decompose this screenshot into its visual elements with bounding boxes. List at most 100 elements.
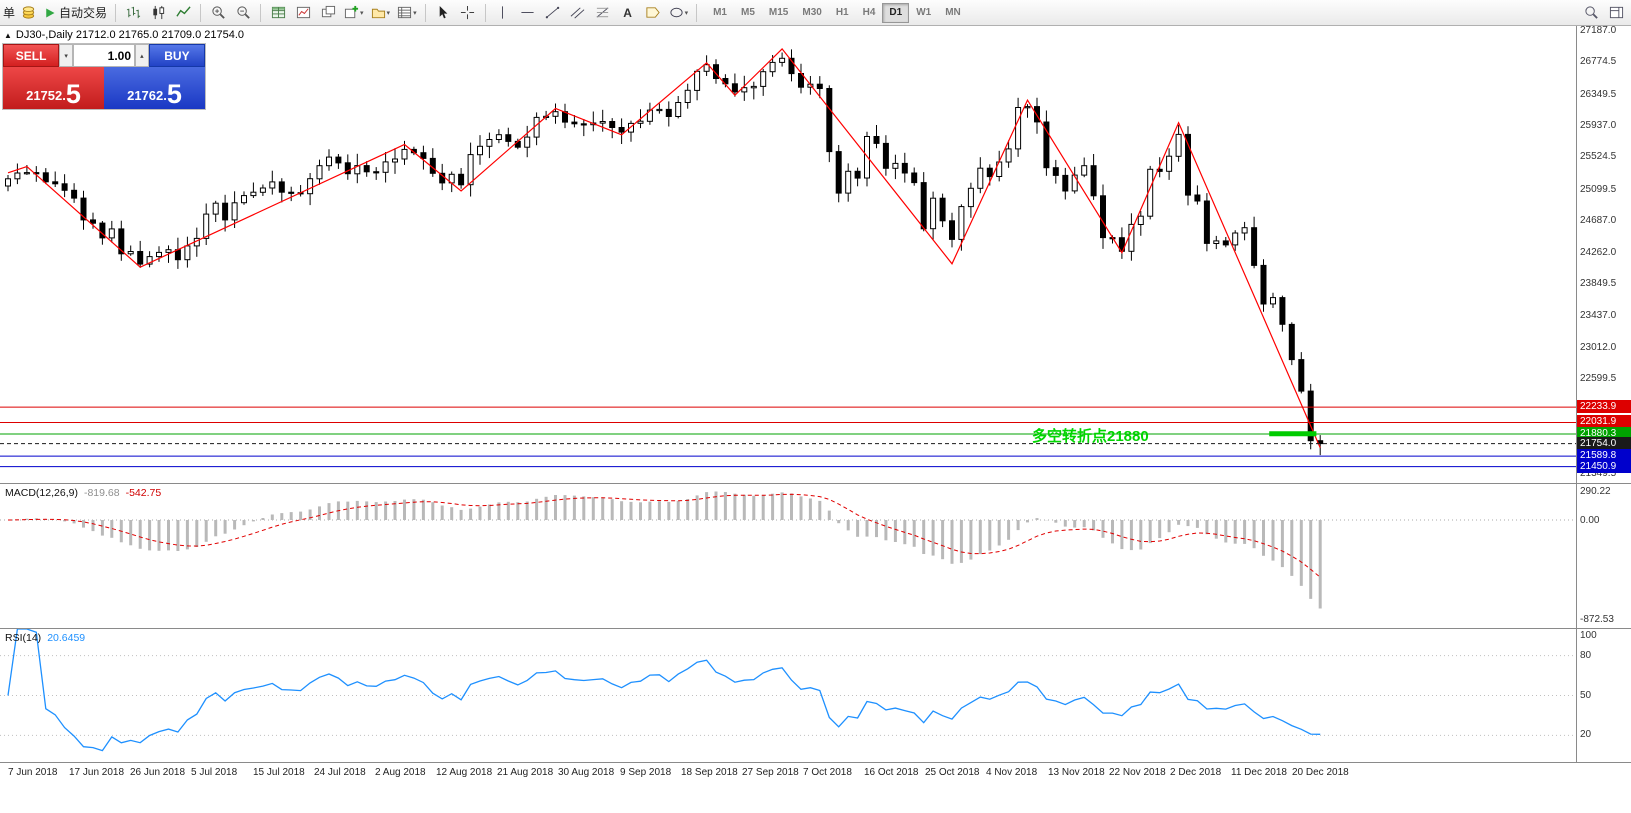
- text-tool-icon: A: [623, 5, 632, 20]
- sell-price-pips: 5: [65, 79, 81, 109]
- market-watch-button[interactable]: [266, 2, 290, 24]
- new-order-label-cropped[interactable]: 单: [3, 6, 16, 20]
- autotrading-button[interactable]: 自动交易: [41, 2, 110, 24]
- candlestick-chart[interactable]: [0, 26, 1576, 483]
- folder-icon: [371, 8, 385, 19]
- date-tick-label: 15 Jul 2018: [253, 767, 305, 778]
- macd-axis[interactable]: 290.22 0.00 -872.53: [1576, 483, 1631, 628]
- order-entry-row: SELL ▾ ▴ BUY: [3, 44, 205, 67]
- date-tick-label: 7 Oct 2018: [803, 767, 852, 778]
- cursor-tool-button[interactable]: [431, 2, 455, 24]
- ellipse-shape-icon: [669, 7, 683, 18]
- fibonacci-icon: [596, 7, 609, 18]
- macd-chart[interactable]: [0, 484, 1576, 628]
- sell-price-display[interactable]: 21752. 5: [3, 67, 104, 109]
- text-tool-button[interactable]: A: [616, 2, 640, 24]
- crosshair-tool-button[interactable]: [456, 2, 480, 24]
- text-label-tool-button[interactable]: [641, 2, 665, 24]
- macd-tick-label: 290.22: [1580, 486, 1611, 497]
- vertical-line-tool-button[interactable]: [491, 2, 515, 24]
- trendline-tool-button[interactable]: [541, 2, 565, 24]
- date-tick-label: 13 Nov 2018: [1048, 767, 1105, 778]
- bar-chart-icon: [126, 6, 140, 19]
- macd-signal-value: -542.75: [125, 487, 162, 499]
- price-tick-label: 23437.0: [1580, 310, 1617, 321]
- timeframe-button-mn[interactable]: MN: [938, 3, 968, 23]
- candlestick-mode-button[interactable]: [146, 2, 170, 24]
- level-price-label: 21880.3: [1577, 427, 1631, 440]
- rsi-tick-label: 20: [1580, 729, 1592, 740]
- collapse-quote-panel-icon[interactable]: ▲: [4, 30, 12, 40]
- zoom-in-icon: [211, 6, 225, 19]
- sell-button[interactable]: SELL: [3, 44, 60, 67]
- level-price-label: 21450.9: [1577, 460, 1631, 473]
- price-axis[interactable]: 27187.0 26774.5 26349.5 25937.0 25524.5 25099…: [1576, 26, 1631, 483]
- date-tick-label: 2 Aug 2018: [375, 767, 426, 778]
- buy-price-main: 21762.: [127, 88, 167, 103]
- rsi-indicator-pane[interactable]: RSI(14) 20.6459: [0, 628, 1576, 762]
- autotrading-label: 自动交易: [59, 6, 108, 20]
- timeframe-button-m1[interactable]: M1: [706, 3, 734, 23]
- rsi-value: 20.6459: [47, 632, 86, 644]
- time-axis[interactable]: 7 Jun 2018 17 Jun 2018 26 Jun 2018 5 Jul 20…: [0, 762, 1631, 813]
- line-chart-mode-button[interactable]: [171, 2, 195, 24]
- orders-button[interactable]: [16, 2, 40, 24]
- macd-indicator-pane[interactable]: MACD(12,26,9) -819.68 -542.75: [0, 483, 1576, 628]
- price-tick-label: 22599.5: [1580, 373, 1617, 384]
- bar-chart-mode-button[interactable]: [121, 2, 145, 24]
- date-tick-label: 17 Jun 2018: [69, 767, 125, 778]
- macd-label: MACD(12,26,9) -819.68 -542.75: [5, 487, 161, 499]
- date-tick-label: 18 Sep 2018: [681, 767, 738, 778]
- timeframe-button-w1[interactable]: W1: [909, 3, 938, 23]
- price-chart-pane[interactable]: ▲ DJ30-,Daily 21712.0 21765.0 21709.0 21…: [0, 26, 1576, 483]
- price-tick-label: 27187.0: [1580, 26, 1617, 36]
- zoom-out-button[interactable]: [231, 2, 255, 24]
- timeframe-toolbar: M1 M5 M15 M30 H1 H4 D1 W1 MN: [706, 2, 968, 23]
- search-button[interactable]: [1579, 2, 1603, 24]
- templates-button[interactable]: ▾: [394, 2, 420, 24]
- level-price-label: 21589.8: [1577, 449, 1631, 462]
- chart-text-annotation[interactable]: 多空转折点21880: [1032, 428, 1149, 445]
- zoom-out-icon: [236, 6, 250, 19]
- horizontal-line-tool-button[interactable]: [516, 2, 540, 24]
- rsi-axis[interactable]: 100 80 50 20: [1576, 628, 1631, 762]
- timeframe-button-m15[interactable]: M15: [762, 3, 795, 23]
- price-tick-label: 24262.0: [1580, 247, 1617, 258]
- price-tick-label: 23849.5: [1580, 278, 1617, 289]
- buy-button[interactable]: BUY: [148, 44, 205, 67]
- date-tick-label: 27 Sep 2018: [742, 767, 799, 778]
- trendline-icon: [545, 6, 560, 19]
- line-chart-icon: [175, 6, 191, 17]
- fibonacci-tool-button[interactable]: [591, 2, 615, 24]
- main-toolbar: 单 自动交易 ▾ ▾ ▾ A ▾ M1 M5 M15 M30 H1 H4 D1 W1 MN: [0, 0, 1631, 26]
- equidistant-channel-icon: [570, 7, 585, 19]
- date-tick-label: 7 Jun 2018: [8, 767, 58, 778]
- new-chart-button[interactable]: ▾: [341, 2, 367, 24]
- buy-price-display[interactable]: 21762. 5: [104, 67, 205, 109]
- zoom-in-button[interactable]: [206, 2, 230, 24]
- date-tick-label: 25 Oct 2018: [925, 767, 980, 778]
- chart-window-icon: [296, 6, 310, 19]
- timeframe-button-m5[interactable]: M5: [734, 3, 762, 23]
- search-icon: [1584, 6, 1598, 19]
- price-tick-label: 26349.5: [1580, 89, 1617, 100]
- toolbar-separator: [200, 3, 202, 22]
- cascade-windows-button[interactable]: [316, 2, 340, 24]
- chart-window-button[interactable]: [291, 2, 315, 24]
- timeframe-button-h1[interactable]: H1: [829, 3, 856, 23]
- volume-decrease-button[interactable]: ▾: [59, 44, 73, 67]
- volume-input[interactable]: [73, 44, 135, 67]
- rsi-chart[interactable]: [0, 629, 1576, 762]
- volume-increase-button[interactable]: ▴: [135, 44, 149, 67]
- timeframe-button-h4[interactable]: H4: [856, 3, 883, 23]
- caret-down-icon: ▾: [360, 9, 364, 17]
- timeframe-button-m30[interactable]: M30: [795, 3, 828, 23]
- cascade-windows-icon: [321, 5, 335, 18]
- shapes-tool-button[interactable]: ▾: [666, 2, 692, 24]
- date-tick-label: 30 Aug 2018: [558, 767, 615, 778]
- macd-name: MACD(12,26,9): [5, 487, 78, 499]
- panels-button[interactable]: [1604, 2, 1628, 24]
- timeframe-button-d1[interactable]: D1: [882, 2, 910, 23]
- profiles-button[interactable]: ▾: [368, 2, 394, 24]
- channel-tool-button[interactable]: [566, 2, 590, 24]
